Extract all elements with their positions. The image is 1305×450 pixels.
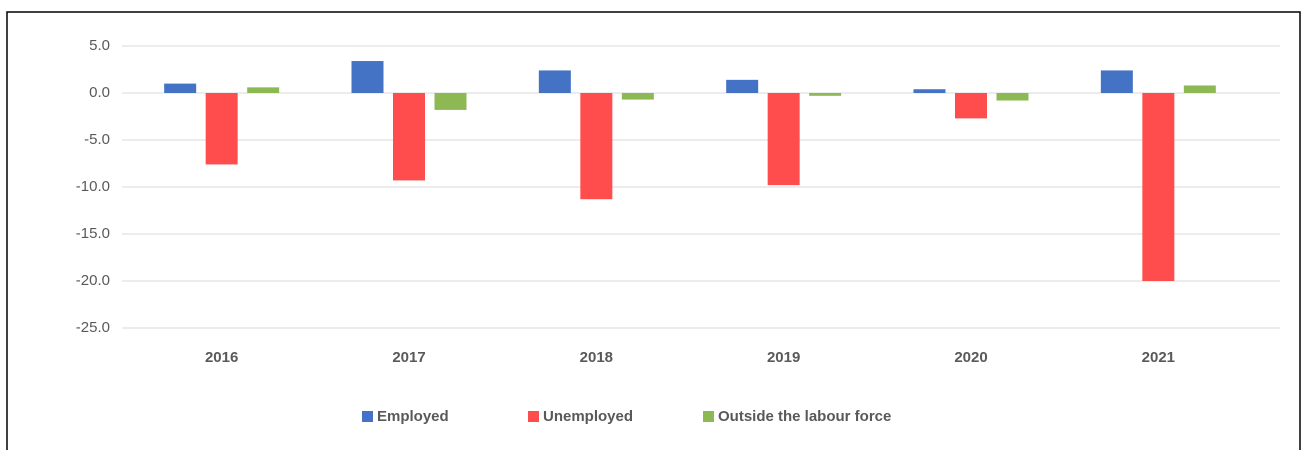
bar: [393, 93, 425, 181]
bar: [726, 79, 759, 93]
x-tick-label: 2021: [1142, 349, 1175, 366]
legend-swatch: [362, 411, 373, 422]
bar: [247, 87, 280, 93]
bar: [621, 93, 654, 100]
bar: [434, 93, 467, 110]
y-tick-label: 0.0: [89, 84, 110, 101]
y-tick-label: -10.0: [76, 178, 110, 195]
x-tick-label: 2018: [580, 349, 613, 366]
bar: [1100, 70, 1133, 93]
bar: [205, 93, 238, 165]
bar: [809, 93, 842, 96]
legend-label: Unemployed: [543, 408, 633, 425]
bar: [955, 93, 987, 119]
bar: [1183, 85, 1216, 93]
bar: [351, 61, 384, 93]
x-tick-label: 2017: [392, 349, 425, 366]
bar: [1142, 93, 1175, 281]
y-tick-label: -25.0: [76, 319, 110, 336]
bar: [580, 93, 613, 200]
x-tick-label: 2020: [954, 349, 987, 366]
x-tick-label: 2016: [205, 349, 238, 366]
bar: [913, 89, 946, 93]
legend-label: Employed: [377, 408, 449, 425]
y-tick-label: -5.0: [84, 131, 110, 148]
x-tick-label: 2019: [767, 349, 800, 366]
bar: [538, 70, 571, 93]
chart-border: [6, 11, 1301, 450]
bar: [996, 93, 1029, 101]
y-tick-label: -20.0: [76, 272, 110, 289]
bar: [164, 83, 197, 93]
bar: [767, 93, 800, 186]
legend-swatch: [703, 411, 714, 422]
y-tick-label: -15.0: [76, 225, 110, 242]
y-tick-label: 5.0: [89, 37, 110, 54]
legend-swatch: [528, 411, 539, 422]
legend-label: Outside the labour force: [718, 408, 891, 425]
